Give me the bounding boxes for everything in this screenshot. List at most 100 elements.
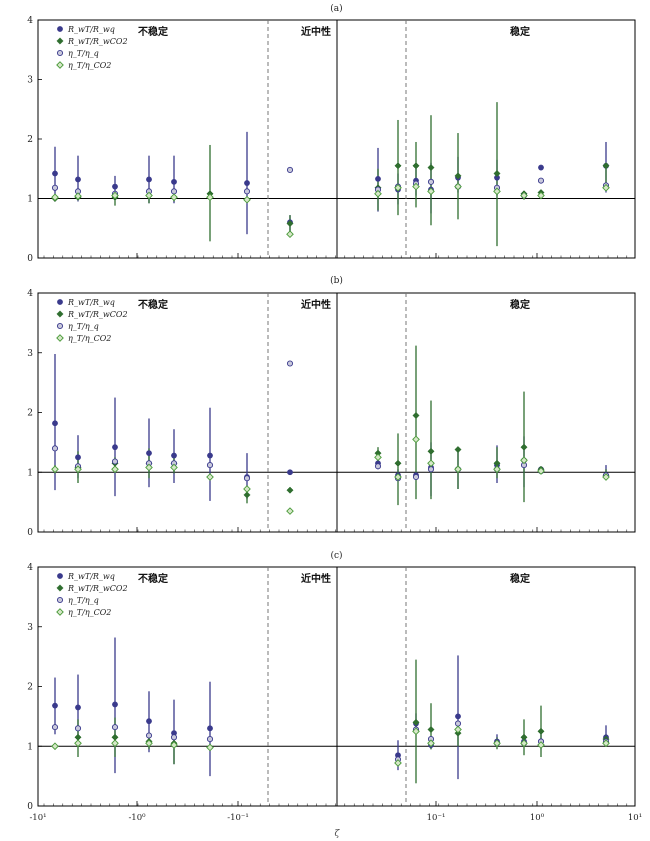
data-point [602,739,610,748]
data-markers [51,435,610,515]
legend-label: η_T/η_q [68,49,99,58]
panel-title: (b) [330,275,343,286]
panel-title: (c) [330,550,342,561]
y-tick-label: 2 [27,135,33,145]
data-point [454,172,462,180]
y-tick-label: 2 [27,409,33,419]
y-tick-label: 3 [27,349,33,359]
data-point [537,727,545,735]
data-point [51,742,59,751]
y-tick-label: 4 [27,563,33,573]
region-label: 稳定 [510,298,530,311]
data-point [374,189,382,198]
legend-marker [56,608,64,616]
data-point [146,718,152,725]
data-point [427,178,435,185]
region-label: 不稳定 [138,572,168,585]
x-tick-label: 10¹ [628,813,642,823]
data-point [493,739,501,748]
data-point [493,465,501,474]
data-markers [51,411,610,499]
data-point [427,739,435,748]
data-series [54,637,607,780]
data-point [145,463,153,472]
x-tick-label: 10⁰ [530,813,545,823]
data-point [454,725,462,734]
data-point [170,193,178,202]
data-point [51,724,59,731]
data-point [171,178,177,185]
data-point [112,701,118,708]
data-point [493,187,501,196]
x-tick-label: 10⁻¹ [427,813,446,823]
legend-marker [56,596,64,604]
data-point [207,725,213,732]
data-point [454,445,462,454]
data-point [287,469,293,476]
data-point [412,162,420,170]
data-point [111,191,119,200]
data-point [111,724,119,731]
legend-marker [56,322,64,330]
data-point [394,162,402,170]
region-label: 稳定 [510,572,530,585]
data-point [170,741,178,749]
legend-label: R_wT/R_wCO2 [67,584,128,593]
data-point [412,473,420,481]
data-point [427,447,435,455]
data-point [394,759,402,767]
data-point [243,485,251,493]
data-point [206,736,214,743]
data-point [455,713,461,720]
data-point [243,195,251,204]
y-tick-label: 3 [27,76,33,86]
region-label: 近中性 [301,572,331,585]
data-point [394,459,402,467]
data-point [244,180,250,186]
data-point [75,454,81,461]
legend-marker [56,334,64,342]
y-tick-label: 2 [27,683,33,693]
data-point [145,739,153,748]
region-label: 不稳定 [138,298,168,311]
legend-marker [56,584,64,592]
legend-label: η_T/η_q [68,322,99,331]
region-label: 近中性 [301,298,331,311]
data-series [54,659,607,784]
legend-label: R_wT/R_wq [67,298,115,307]
legend-marker [57,299,63,305]
y-tick-label: 4 [27,16,33,26]
data-point [112,444,118,451]
data-point [538,164,544,171]
y-tick-label: 1 [27,468,33,478]
data-point [75,704,81,711]
y-tick-label: 4 [27,289,33,299]
legend-marker [57,26,63,32]
data-point [206,193,214,202]
data-point [111,458,119,465]
data-point [74,725,82,732]
legend-label: η_T/η_q [68,596,99,605]
data-point [412,727,420,736]
y-tick-label: 3 [27,623,33,633]
data-point [170,188,178,195]
data-point [602,473,610,481]
data-point [146,176,152,183]
data-point [52,170,58,177]
data-point [412,435,420,444]
data-point [206,473,214,481]
x-tick-label: -10⁻¹ [227,813,249,823]
data-point [537,177,545,184]
y-tick-label: 1 [27,742,33,752]
legend-marker [56,37,64,45]
legend-label: η_T/η_CO2 [68,334,111,343]
data-point [520,191,528,200]
chart-panel: (c) 0 1 2 3 4 不稳定 近中性 稳定 R_wT/R_wq R_wT/R_wCO2 η_T/… [27,550,642,839]
data-point [74,465,82,474]
data-point [52,420,58,427]
x-tick-label: -10⁰ [128,813,146,823]
data-point [454,465,462,474]
data-point [170,463,178,472]
data-point [427,187,435,196]
data-point [286,360,294,367]
